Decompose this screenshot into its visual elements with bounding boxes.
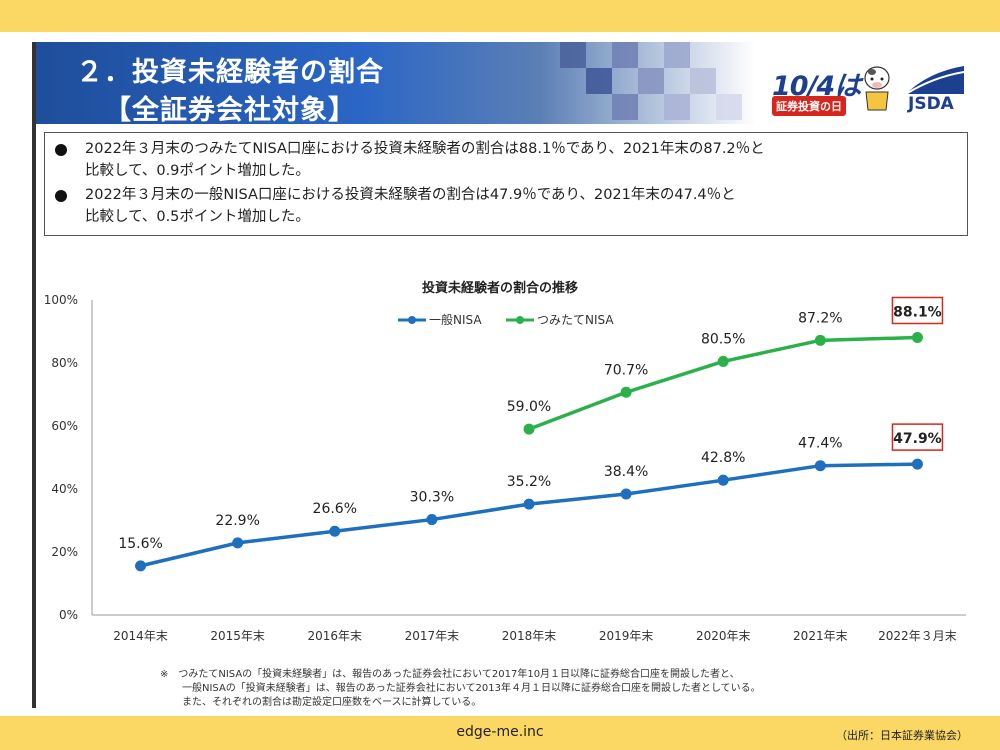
summary-item-1-line2: 比較して、0.9ポイント増加した。 [85, 163, 310, 179]
y-tick-label: 100% [44, 293, 78, 307]
footnote: ※ つみたてNISAの「投資未経験者」は、報告のあった証券会社において2017年… [160, 668, 761, 710]
legend-swatch-marker [516, 316, 524, 324]
data-point [814, 460, 826, 472]
data-label: 38.4% [604, 464, 648, 480]
data-point [620, 386, 632, 398]
y-tick-label: 80% [51, 356, 78, 370]
data-point [523, 498, 535, 510]
data-label: 22.9% [215, 513, 259, 529]
logo-tag-text: 証券投資の日 [772, 96, 846, 116]
data-label: 26.6% [313, 501, 357, 517]
mascot-icon [864, 66, 890, 111]
highlight-box [891, 296, 944, 325]
y-tick-label: 20% [51, 545, 78, 559]
data-label: 70.7% [604, 362, 648, 378]
legend-label: つみたてNISA [537, 313, 614, 327]
footnote-line-3: また、それぞれの割合は勘定設定口座数をベースに計算している。 [182, 697, 482, 708]
page-title: ２．投資未経験者の割合 [76, 57, 384, 88]
page-subtitle: 【全証券会社対象】 [104, 95, 356, 126]
title-mosaic-decoration [560, 42, 742, 120]
left-accent-rule [32, 42, 36, 708]
x-tick-label: 2022年３月末 [878, 629, 957, 643]
data-label: 87.2% [798, 310, 842, 326]
data-point [329, 525, 341, 537]
data-label: 42.8% [701, 450, 745, 466]
data-point [620, 488, 632, 500]
x-tick-label: 2018年末 [502, 629, 557, 643]
data-point [717, 355, 729, 367]
data-label: 47.9% [893, 431, 942, 447]
jsda-mark-icon [906, 66, 964, 94]
legend-swatch-marker [408, 316, 416, 324]
chart-title: 投資未経験者の割合の推移 [421, 281, 578, 296]
highlight-box [891, 423, 944, 451]
y-tick-label: 0% [59, 608, 78, 622]
data-label: 47.4% [798, 436, 842, 452]
jsda-logo: JSDA [906, 62, 964, 116]
legend-label: 一般NISA [429, 312, 482, 327]
data-point [814, 334, 826, 346]
jsda-logo-text: JSDA [908, 94, 954, 114]
data-point [911, 458, 923, 470]
series-line [528, 335, 918, 431]
footnote-line-1: ※ つみたてNISAの「投資未経験者」は、報告のあった証券会社において2017年… [160, 669, 740, 680]
bullet-icon [55, 190, 67, 202]
data-point [426, 514, 438, 526]
data-label: 30.3% [410, 490, 454, 506]
data-point [135, 560, 147, 572]
data-point [911, 331, 923, 343]
y-tick-label: 60% [51, 419, 78, 433]
bullet-icon [55, 144, 67, 156]
x-tick-label: 2021年末 [793, 629, 848, 643]
summary-item-2-line2: 比較して、0.5ポイント増加した。 [85, 209, 310, 225]
line-chart: 0% 20% 40% 60% 80% 100% 2014年末 2015年末 2016年末 2017… [44, 293, 966, 643]
data-label: 35.2% [507, 474, 551, 490]
data-point [717, 474, 729, 486]
x-tick-label: 2016年末 [308, 629, 363, 643]
summary-box: 2022年３月末のつみたてNISA口座における投資未経験者の割合は88.1％であ… [44, 132, 968, 236]
x-tick-label: 2017年末 [405, 629, 460, 643]
x-tick-label: 2014年末 [113, 629, 168, 643]
x-tick-label: 2020年末 [696, 629, 751, 643]
bottom-accent-bar [0, 716, 1000, 750]
data-label: 88.1% [893, 304, 942, 320]
data-label: 80.5% [701, 331, 745, 347]
data-label: 59.0% [507, 399, 551, 415]
footnote-line-2: 一般NISAの「投資未経験者」は、報告のあった証券会社において2013年４月１日… [182, 683, 761, 694]
investment-day-logo: 10/4は 証券投資の日 [772, 60, 896, 118]
summary-item-2-line1: 2022年３月末の一般NISA口座における投資未経験者の割合は47.9％であり、… [85, 187, 736, 203]
data-point [523, 423, 535, 435]
x-tick-label: 2015年末 [210, 629, 265, 643]
x-tick-label: 2019年末 [599, 629, 654, 643]
data-point [232, 537, 244, 549]
site-name: edge-me.inc [456, 724, 544, 740]
source-credit: （出所：日本証券業協会） [836, 729, 968, 742]
summary-item-1-line1: 2022年３月末のつみたてNISA口座における投資未経験者の割合は88.1％であ… [85, 141, 765, 157]
data-label: 15.6% [118, 536, 162, 552]
top-accent-bar [0, 0, 1000, 32]
y-tick-label: 40% [51, 482, 78, 496]
